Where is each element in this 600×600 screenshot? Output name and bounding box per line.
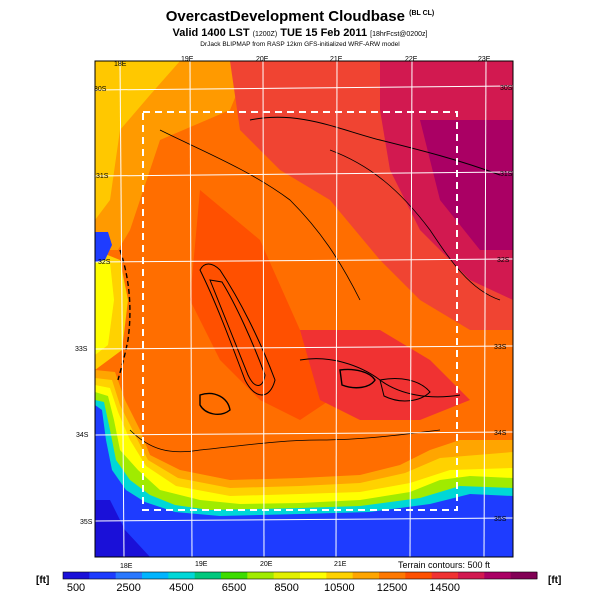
terrain-contour-9 [249, 116, 501, 176]
lat-left-30: 30S [94, 86, 107, 93]
terrain-contour-10 [129, 429, 441, 453]
lat-right-33: 33S [494, 344, 507, 351]
colour-bar-swatch [379, 572, 406, 579]
colour-bar-tick-label: 14500 [429, 582, 460, 594]
colour-bar [62, 571, 538, 580]
southern-red-patch [300, 330, 470, 420]
lat-right-32: 32S [497, 257, 510, 264]
terrain-contour-1 [199, 263, 276, 396]
unit-right: [ft] [548, 575, 562, 586]
lon-bottom-19: 19E [195, 561, 208, 568]
west-coast-yellow [95, 255, 114, 355]
colour-bar-swatch [431, 572, 459, 579]
lat-left-34: 34S [76, 432, 89, 439]
lat-right-35: 35S [494, 516, 507, 523]
inner-domain-box [142, 111, 458, 511]
valid-date: TUE 15 Feb 2011 [280, 27, 368, 39]
graticule [95, 61, 513, 557]
colour-bar-swatch [510, 572, 538, 579]
colour-bar-tick-label: 12500 [376, 582, 408, 594]
lon-top-18: 18E [114, 61, 127, 68]
colour-bar-swatch [352, 572, 380, 579]
model-credit: DrJack BLIPMAP from RASP 12km GFS-initia… [200, 41, 400, 48]
terrain-contour-3 [159, 129, 361, 301]
colour-bar-swatch [405, 572, 433, 579]
northeast-purple-core [420, 120, 513, 250]
axis-labels: 18E 19E 20E 21E 22E 23E 18E 19E 20E 21E … [75, 56, 513, 570]
lon-bottom-21: 21E [334, 561, 347, 568]
colour-bar-swatch [326, 572, 354, 579]
colour-bar-tick-label: 2500 [116, 582, 141, 594]
terrain-contour-2 [209, 279, 266, 386]
west-ocean-patch [95, 232, 112, 262]
lat-right-30: 30S [500, 85, 513, 92]
lat-right-34: 34S [494, 430, 507, 437]
colour-bar-tick-label: 500 [66, 582, 86, 594]
colour-bar-swatch [221, 572, 248, 579]
colour-bar-swatch [194, 572, 222, 579]
colour-bar-swatch [168, 572, 196, 579]
lat-left-31: 31S [96, 173, 109, 180]
lon-top-22: 22E [405, 56, 418, 63]
map-title: OvercastDevelopment Cloudbase (BL CL) [0, 8, 600, 25]
title-tag: (BL CL) [409, 10, 435, 17]
colour-bar-swatch [63, 572, 90, 579]
terrain-contour-7 [379, 378, 431, 402]
colour-bar-tick-label: 4500 [169, 582, 194, 594]
terrain-contour-4 [329, 149, 501, 301]
valid-code: (1200Z) [252, 31, 278, 38]
colour-bar-swatch [484, 572, 512, 579]
northwest-yellow-band [95, 61, 180, 220]
lon-top-19: 19E [181, 56, 194, 63]
colour-bar-swatch [142, 572, 169, 579]
lon-bottom-20: 20E [260, 561, 273, 568]
colour-bar-tick-label: 8500 [274, 582, 299, 594]
terrain-contour-8 [199, 392, 231, 416]
lat-left-35: 35S [80, 519, 93, 526]
colour-bar-swatch [273, 572, 301, 579]
valid-time: Valid 1400 LST (1200Z) TUE 15 Feb 2011 [… [0, 27, 600, 39]
southwest-deep-ocean [95, 500, 150, 557]
lon-top-21: 21E [330, 56, 343, 63]
colour-bar-swatch [300, 572, 327, 579]
lat-right-31: 31S [500, 171, 513, 178]
colour-bar-swatch [247, 572, 275, 579]
lon-top-20: 20E [256, 56, 269, 63]
valid-prefix: Valid 1400 LST [172, 27, 250, 39]
colour-bar-outline [62, 571, 538, 580]
colour-bar-tick-label: 6500 [221, 582, 247, 594]
colour-bar-swatch [115, 572, 143, 579]
terrain-contour-6 [339, 368, 376, 389]
colour-bar-swatch [89, 572, 117, 579]
valid-forecast: [18hrFcst@0200z] [370, 31, 428, 38]
terrain-contours-note: Terrain contours: 500 ft [398, 560, 491, 570]
lon-top-23: 23E [478, 56, 491, 63]
unit-left: [ft] [36, 575, 50, 586]
title-text: OvercastDevelopment Cloudbase [165, 8, 405, 25]
colour-bar-tick-label: 10500 [324, 582, 355, 594]
colour-bar-swatch [458, 572, 485, 579]
lat-left-32: 32S [98, 259, 111, 266]
mountain-band [190, 190, 330, 420]
map-field [95, 61, 513, 557]
lat-left-33: 33S [75, 346, 88, 353]
map-frame [94, 60, 514, 558]
lon-bottom-18: 18E [120, 563, 133, 570]
coastline-contour [117, 249, 131, 381]
